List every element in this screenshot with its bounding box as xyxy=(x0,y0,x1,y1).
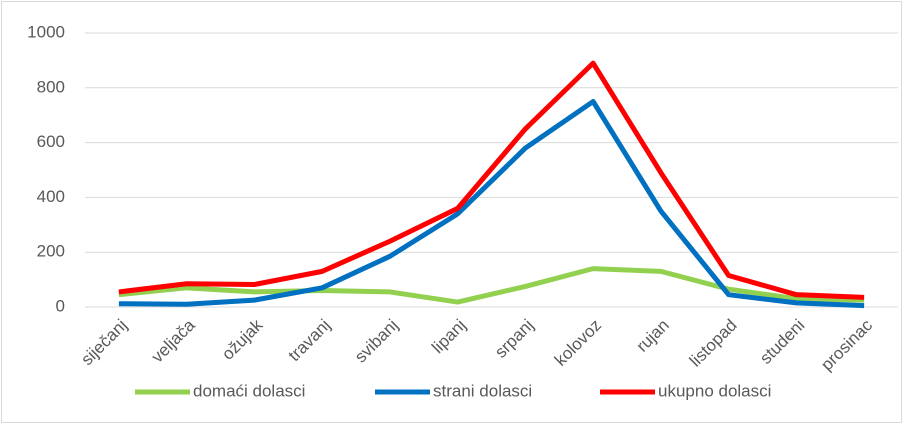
legend-label: strani dolasci xyxy=(433,381,532,400)
legend-label: domaći dolasci xyxy=(193,381,305,400)
series-line xyxy=(118,99,865,309)
series-line xyxy=(118,266,865,305)
y-tick-label: 0 xyxy=(56,296,65,315)
y-tick-label: 1000 xyxy=(27,22,65,41)
y-tick-label: 200 xyxy=(37,242,65,261)
series-line xyxy=(118,60,865,300)
y-tick-label: 400 xyxy=(37,187,65,206)
y-tick-label: 800 xyxy=(37,77,65,96)
y-tick-label: 600 xyxy=(37,132,65,151)
legend-label: ukupno dolasci xyxy=(658,381,771,400)
